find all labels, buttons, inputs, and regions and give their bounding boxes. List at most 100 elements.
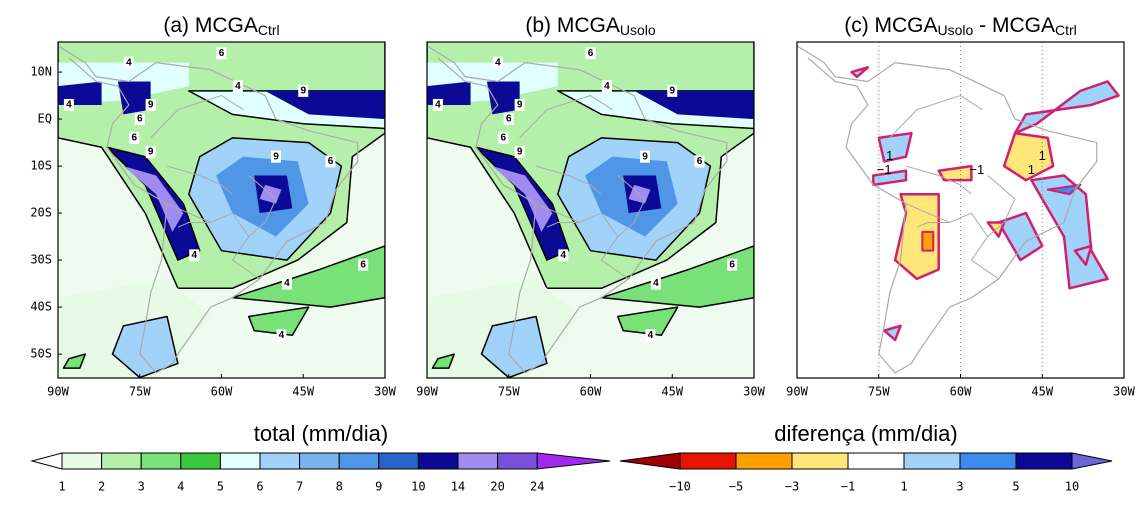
y-tick-label: 30S bbox=[30, 253, 52, 267]
colorbar-tick-label: 8 bbox=[336, 480, 343, 494]
colorbar-title: total (mm/dia) bbox=[254, 421, 388, 446]
colorbar-tick-label: 3 bbox=[956, 480, 963, 494]
contour-region bbox=[600, 245, 754, 308]
colorbar-box bbox=[417, 452, 459, 470]
colorbar-tick-label: 10 bbox=[1065, 480, 1079, 494]
border bbox=[916, 221, 950, 228]
contour-label: 6 bbox=[729, 259, 735, 270]
contour-label-bg bbox=[358, 258, 369, 271]
contour-label: 6 bbox=[588, 48, 594, 59]
colorbar-box bbox=[180, 452, 221, 470]
panel-title: (a) MCGACtrl bbox=[163, 14, 279, 38]
border bbox=[177, 221, 211, 228]
title-subscript: Usolo bbox=[620, 22, 656, 38]
x-tick-label: 90W bbox=[786, 385, 808, 399]
colorbar-tick-label: 20 bbox=[490, 480, 504, 494]
contour-label-bg bbox=[123, 56, 134, 69]
contour-label-bg bbox=[503, 113, 514, 126]
colorbar-box bbox=[903, 452, 961, 470]
x-tick-label: 45W bbox=[292, 385, 314, 399]
map-layer bbox=[58, 42, 385, 378]
contour-label: 4 bbox=[495, 57, 501, 68]
colorbar-arrow bbox=[30, 452, 63, 470]
contour-label: 6 bbox=[697, 156, 703, 167]
colorbar-arrow bbox=[619, 452, 681, 470]
contour-label: 6 bbox=[501, 133, 507, 144]
colorbar-tick-label: 3 bbox=[138, 480, 145, 494]
contour-label-bg bbox=[650, 277, 661, 290]
border bbox=[889, 95, 983, 139]
contour-label-bg bbox=[63, 98, 74, 111]
contour-region bbox=[62, 353, 86, 369]
contour-label: 9 bbox=[148, 100, 154, 111]
contour-label-bg bbox=[298, 84, 309, 97]
contour-label-bg bbox=[640, 150, 650, 163]
colorbar-arrow bbox=[1071, 452, 1113, 470]
y-tick-label: 10N bbox=[30, 65, 52, 79]
contour-label: 4 bbox=[66, 100, 72, 111]
border bbox=[905, 203, 999, 280]
contour-label-bg bbox=[558, 249, 569, 262]
contour-region bbox=[106, 146, 201, 261]
colorbar-box bbox=[219, 452, 261, 470]
contour-label: 4 bbox=[604, 81, 610, 92]
contour-region bbox=[617, 306, 679, 337]
x-tick-label: 75W bbox=[498, 385, 520, 399]
contour-region bbox=[117, 81, 151, 115]
title-subscript: Ctrl bbox=[1055, 22, 1077, 38]
colorbar-title: diferença (mm/dia) bbox=[774, 421, 957, 446]
panel-title: (b) MCGAUsolo bbox=[525, 14, 656, 38]
colorbar-box bbox=[457, 452, 499, 470]
border bbox=[905, 165, 972, 195]
colorbar-tick-label: −5 bbox=[729, 480, 743, 494]
contour-label-bg bbox=[727, 258, 738, 271]
contour-region bbox=[634, 90, 754, 120]
contour-label: 4 bbox=[648, 330, 654, 341]
contour-label-bg bbox=[232, 80, 243, 93]
contour-label-bg bbox=[601, 80, 612, 93]
contour-label-bg bbox=[694, 155, 705, 168]
coastline bbox=[797, 45, 1098, 374]
border bbox=[535, 165, 602, 195]
colorbar-tick-label: 24 bbox=[530, 480, 544, 494]
contour-label: 9 bbox=[517, 100, 523, 111]
border bbox=[519, 95, 613, 139]
colorbar: −10 −5 −3 −1 1 3 5 10 diferença (mm/dia) bbox=[619, 421, 1113, 494]
contour-region bbox=[492, 166, 553, 232]
contour-label: 4 bbox=[279, 330, 285, 341]
border bbox=[248, 175, 277, 237]
colorbar-box bbox=[259, 452, 301, 470]
colorbar-tick-label: 4 bbox=[177, 480, 184, 494]
x-tick-label: 75W bbox=[868, 385, 890, 399]
colorbar-tick-label: −3 bbox=[785, 480, 799, 494]
contour-label: 4 bbox=[653, 278, 659, 289]
colorbar-box bbox=[101, 452, 142, 470]
colorbar-box bbox=[959, 452, 1017, 470]
contour-label: 4 bbox=[235, 81, 241, 92]
colorbar-box bbox=[140, 452, 182, 470]
border bbox=[546, 221, 580, 228]
contour-region bbox=[882, 324, 902, 342]
y-tick-label: 20S bbox=[30, 206, 52, 220]
border bbox=[150, 95, 244, 139]
title-subscript: Usolo bbox=[938, 22, 974, 38]
contour-label-bg bbox=[216, 47, 227, 60]
contour-region bbox=[231, 245, 385, 308]
contour-region bbox=[997, 211, 1044, 262]
colorbar-box bbox=[791, 452, 849, 470]
contour-label: −1 bbox=[969, 162, 984, 177]
contour-region bbox=[265, 90, 385, 120]
colorbar-tick-label: 10 bbox=[411, 480, 425, 494]
contour-label: 6 bbox=[506, 114, 512, 125]
x-tick-label: 60W bbox=[950, 385, 972, 399]
contour-label: 4 bbox=[435, 100, 441, 111]
map-layer bbox=[427, 42, 754, 378]
colorbar-box bbox=[1015, 452, 1073, 470]
colorbar-tick-label: −10 bbox=[669, 480, 691, 494]
contour-region bbox=[1030, 174, 1109, 290]
contour-region bbox=[431, 353, 455, 369]
contour-region bbox=[850, 66, 870, 79]
